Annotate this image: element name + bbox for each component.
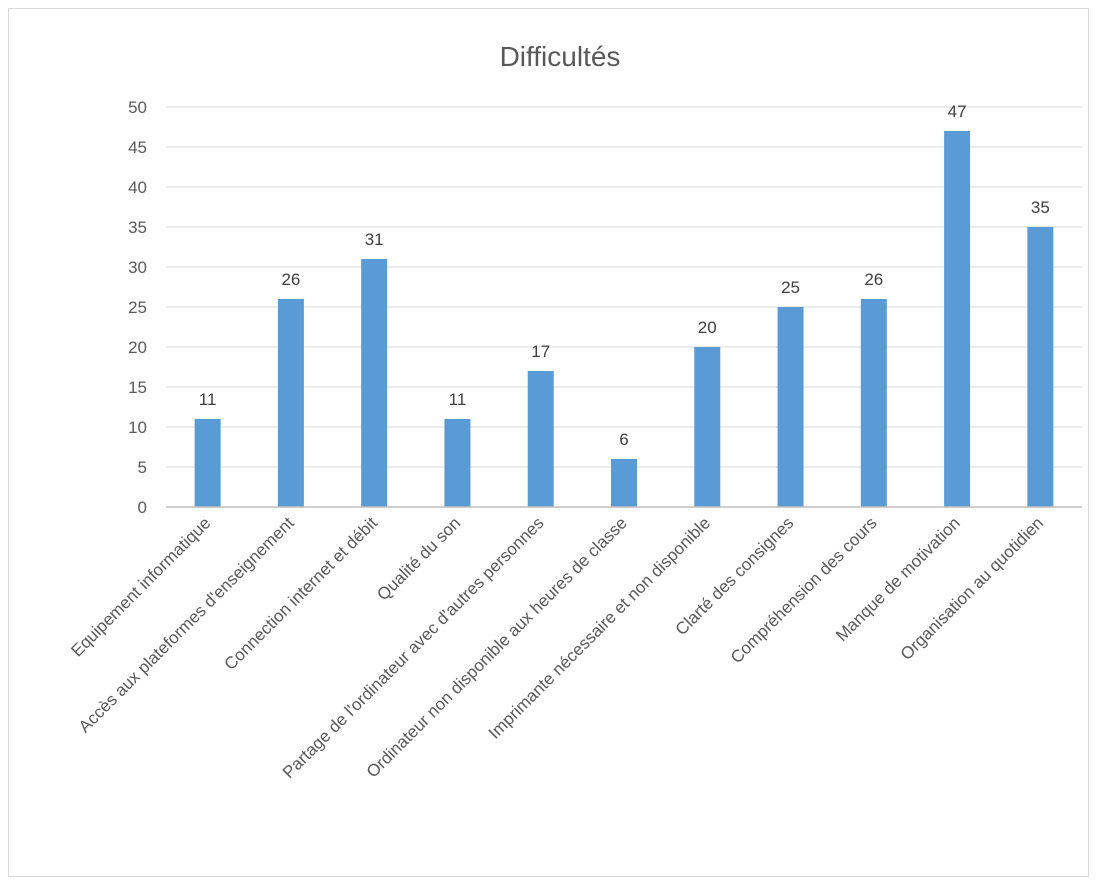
x-tick-label: Compréhension des cours [727,513,881,667]
y-tick-label: 40 [128,178,147,197]
bars [194,131,1054,507]
bar [694,347,721,507]
bar [361,259,388,507]
y-tick-label: 50 [128,98,147,117]
bar [194,419,221,507]
bar [944,131,971,507]
x-tick-label: Organisation au quotidien [897,513,1047,663]
data-label: 26 [281,270,300,289]
chart-title: Difficultés [500,41,621,72]
y-tick-label: 30 [128,258,147,277]
y-tick-label: 25 [128,298,147,317]
data-label: 17 [531,342,550,361]
data-label: 11 [199,390,217,409]
y-axis-ticks: 0 5 10 15 20 25 30 35 40 45 50 [128,98,147,517]
gridlines [166,106,1082,468]
y-tick-label: 45 [128,138,147,157]
data-label: 20 [698,318,717,337]
x-tick-label: Qualité du son [373,513,464,604]
y-tick-label: 5 [138,458,147,477]
data-label: 26 [864,270,883,289]
data-label: 25 [781,278,800,297]
bar [1027,227,1054,507]
bar [277,299,304,507]
bar [860,299,887,507]
bar [611,459,637,507]
y-tick-label: 35 [128,218,147,237]
data-labels: 11 26 31 11 17 6 20 25 26 47 35 [199,102,1050,449]
y-tick-label: 20 [128,338,147,357]
y-tick-label: 0 [138,498,147,517]
data-label: 11 [449,390,467,409]
data-label: 31 [365,230,384,249]
data-label: 35 [1031,198,1050,217]
bar [444,419,471,507]
x-tick-label: Equipement informatique [67,513,214,660]
y-tick-label: 15 [128,378,147,397]
data-label: 6 [619,430,628,449]
bar [777,307,804,507]
y-tick-label: 10 [128,418,147,437]
data-label: 47 [948,102,967,121]
bar [527,371,554,507]
x-tick-label: Connection internet et débit [221,513,382,674]
